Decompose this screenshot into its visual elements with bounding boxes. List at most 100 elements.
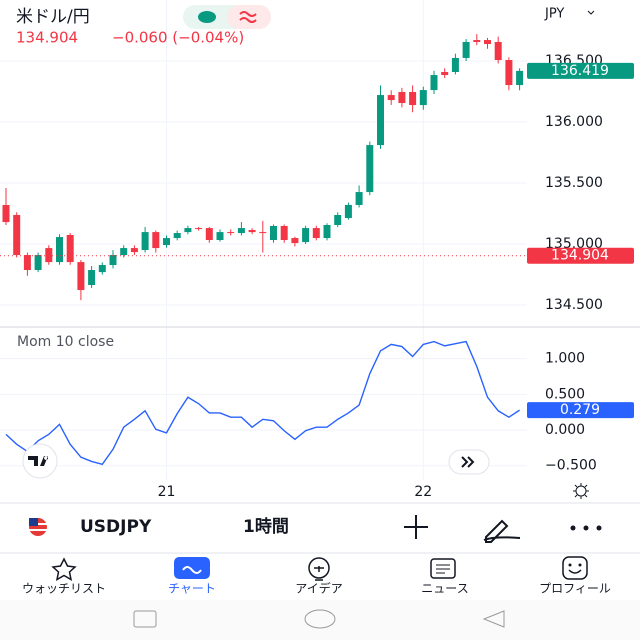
symbol-title: 米ドル/円	[16, 7, 90, 27]
toolbar-interval[interactable]: 1時間	[243, 516, 289, 537]
candle-body	[291, 238, 299, 244]
y-tick-label: 134.500	[545, 297, 603, 313]
candle-body	[163, 238, 170, 246]
currency[interactable]: JPY	[544, 7, 564, 22]
y-tick-label: 0.500	[545, 386, 585, 402]
candle-body	[13, 214, 21, 256]
watchlist-icon[interactable]	[51, 557, 77, 581]
delay-icon	[239, 11, 257, 23]
y-tick-label: −0.500	[545, 458, 597, 474]
ideas-icon[interactable]	[308, 557, 330, 579]
candle-body	[516, 70, 524, 86]
candle-body	[377, 95, 384, 146]
chart-icon[interactable]	[174, 557, 210, 579]
candle-body	[184, 228, 192, 233]
more-button[interactable]	[570, 525, 602, 531]
candle-body	[270, 225, 277, 241]
candle-body	[259, 232, 267, 234]
last-price-badge-bg	[527, 247, 634, 264]
last-price: 134.904	[16, 29, 78, 47]
logo	[28, 456, 49, 466]
toolbar-symbol[interactable]: USDJPY	[80, 517, 152, 537]
scroll-right-button[interactable]	[448, 449, 490, 475]
candle-body	[441, 71, 449, 76]
momentum-line	[5, 340, 520, 466]
back-button[interactable]	[482, 610, 505, 628]
candle-body	[302, 228, 310, 243]
candle-body	[98, 265, 106, 273]
candle-body	[205, 228, 213, 241]
candle-body	[2, 204, 10, 223]
candle-body	[248, 229, 256, 233]
nav-label[interactable]: チャート	[168, 582, 216, 596]
logo-bg	[22, 443, 58, 479]
candle-body	[280, 225, 288, 241]
candle-body	[387, 95, 395, 101]
candle-body	[398, 91, 406, 103]
candle-body	[366, 145, 374, 193]
candle-body	[173, 233, 181, 239]
flag-icon	[29, 518, 47, 536]
candle-body	[323, 224, 331, 239]
candle-body	[355, 192, 363, 205]
system-bar	[0, 600, 640, 640]
nav-label[interactable]: ウォッチリスト	[22, 582, 106, 596]
candle-body	[34, 255, 42, 271]
last-value-badge: 0.279	[560, 402, 600, 418]
candle-body	[312, 228, 320, 239]
recents-button[interactable]	[133, 610, 157, 628]
profile-eye	[568, 563, 572, 567]
y-tick-label: 0.000	[545, 422, 585, 438]
currency-caret	[587, 10, 595, 15]
last-close-badge-bg	[527, 62, 634, 79]
nav-label[interactable]: ニュース	[421, 582, 468, 596]
candle-body	[23, 255, 31, 271]
candle-body	[120, 248, 128, 256]
add-button[interactable]	[404, 515, 428, 539]
last-price-badge: 134.904	[551, 248, 609, 264]
news-icon[interactable]	[430, 558, 456, 579]
y-tick-label: 136.000	[545, 114, 603, 130]
candle-body	[109, 255, 117, 266]
x-tick-label: 22	[414, 484, 432, 500]
candle-body	[409, 91, 417, 106]
candle-body	[237, 228, 245, 234]
candle-body	[473, 40, 481, 42]
candle-body	[88, 270, 96, 286]
candle-body	[451, 57, 459, 72]
market-open-dot	[198, 11, 216, 23]
news-icon-lines	[436, 564, 450, 574]
home-button[interactable]	[304, 609, 336, 629]
last-close-badge: 136.419	[551, 63, 609, 79]
indicator-label: Mom 10 close	[17, 334, 114, 350]
price-change: −0.060 (−0.04%)	[112, 29, 244, 47]
profile-icon-smile	[568, 569, 582, 574]
candle-body	[227, 232, 235, 234]
draw-button[interactable]	[483, 519, 521, 543]
settings-icon[interactable]	[573, 483, 589, 499]
candle-body	[77, 262, 85, 291]
y-tick-label: 1.000	[545, 351, 585, 367]
candle-body	[494, 41, 502, 61]
candle-body	[56, 237, 63, 263]
chart-icon-wave	[182, 566, 202, 574]
ideas-icon-detail	[314, 566, 324, 581]
x-tick-label: 21	[158, 484, 176, 500]
candle-body	[505, 60, 513, 86]
y-tick-label: 135.500	[545, 175, 603, 191]
candle-body	[344, 204, 352, 219]
plot: 21 22136.500136.000135.500135.000134.5001…	[0, 0, 634, 500]
candle-body	[216, 232, 224, 241]
nav-label[interactable]: プロフィール	[539, 582, 611, 596]
candle-body	[419, 90, 427, 106]
candle-body	[334, 214, 342, 225]
nav-label[interactable]: アイデア	[295, 581, 342, 596]
candle-body	[130, 248, 138, 253]
candle-body	[152, 232, 160, 249]
candle-body	[141, 232, 149, 251]
candle-body	[430, 75, 438, 91]
profile-icon[interactable]	[562, 556, 588, 580]
candle-body	[45, 248, 53, 263]
